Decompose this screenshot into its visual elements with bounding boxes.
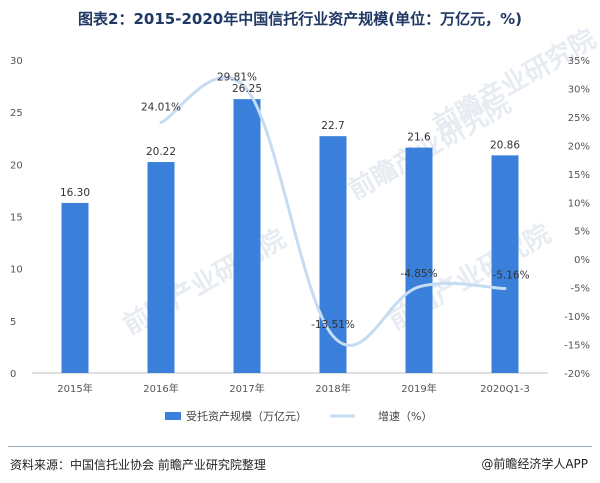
growth-value-label: 29.81% [217,72,257,84]
bar-value-label: 20.86 [490,139,520,151]
right-tick-label: 20% [568,141,590,152]
bar [405,147,433,373]
right-tick-label: -10% [564,312,590,323]
growth-line [159,76,507,347]
growth-value-label: -5.16% [492,270,529,282]
watermark-text: 前瞻产业研究院 [118,223,291,341]
left-tick-label: 15 [10,213,23,224]
source-note: 资料来源：中国信托业协会 前瞻产业研究院整理 [10,458,266,472]
left-tick-label: 5 [10,317,16,328]
bar-labels: 16.30 20.22 26.25 22.7 21.6 20.86 [60,83,520,199]
legend-line-label: 增速（%） [378,409,432,423]
right-tick-label: -15% [564,341,590,352]
right-tick-label: -5% [571,284,590,295]
bar [147,162,175,373]
left-tick-label: 30 [10,56,23,67]
left-tick-label: 20 [10,160,23,171]
right-tick-label: 30% [568,84,590,95]
right-tick-label: 5% [574,227,590,238]
right-tick-label: -20% [564,369,590,380]
legend-bar-swatch [165,412,181,420]
bar-series [61,99,519,373]
x-axis: 2015年 2016年 2017年 2018年 2019年 2020Q1-3 [57,382,530,395]
right-tick-label: 25% [568,113,590,124]
right-tick-label: 0% [574,255,590,266]
legend-bar-label: 受托资产规模（万亿元） [186,409,307,423]
right-tick-label: 10% [568,198,590,209]
left-tick-label: 25 [10,108,23,119]
bar-value-label: 20.22 [146,146,176,158]
left-tick-label: 0 [10,369,16,380]
bar-value-label: 21.6 [407,132,431,144]
bar-value-label: 16.30 [60,187,90,199]
right-tick-label: 15% [568,170,590,181]
x-tick-label: 2015年 [57,382,92,395]
growth-value-label: -13.51% [311,319,355,331]
x-tick-label: 2019年 [401,382,436,395]
brand-label: @前瞻经济学人APP [481,457,588,471]
legend: 受托资产规模（万亿元） 增速（%） [165,409,432,423]
bar [61,202,89,373]
bar [491,155,519,373]
growth-value-label: 24.01% [141,102,181,114]
left-axis: 0 5 10 15 20 25 30 [10,56,23,380]
footer-divider [8,446,592,447]
bar-value-label: 26.25 [232,83,262,95]
x-tick-label: 2020Q1-3 [480,384,530,395]
x-tick-label: 2017年 [229,382,264,395]
x-tick-label: 2018年 [315,382,350,395]
bar-value-label: 22.7 [321,120,344,132]
x-tick-label: 2016年 [143,382,178,395]
left-tick-label: 10 [10,265,23,276]
line-labels: 24.01% 29.81% -13.51% -4.85% -5.16% [141,72,530,332]
growth-value-label: -4.85% [400,268,437,280]
chart-title: 图表2：2015-2020年中国信托行业资产规模(单位：万亿元，%) [78,10,522,28]
bar [233,99,261,373]
right-axis: -20% -15% -10% -5% 0% 5% 10% 15% 20% 25% 30% 35% [564,56,590,380]
bar [319,136,347,373]
right-tick-label: 35% [568,56,590,67]
